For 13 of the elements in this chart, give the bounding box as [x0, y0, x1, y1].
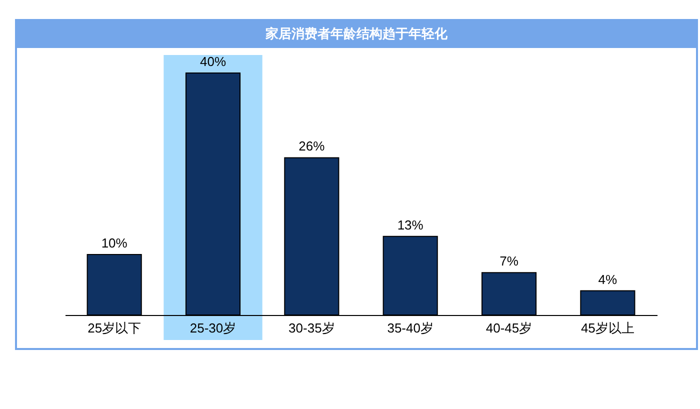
data-label: 13%	[397, 217, 424, 232]
data-label: 10%	[101, 236, 128, 250]
x-tick-label: 45岁以上	[580, 320, 634, 336]
data-label: 4%	[598, 272, 618, 287]
chart-title: 家居消费者年龄结构趋于年轻化	[264, 26, 448, 41]
x-tick-label: 25岁以下	[88, 320, 142, 336]
x-tick-label: 25-30岁	[190, 320, 236, 336]
x-tick-label: 30-35岁	[288, 320, 335, 336]
data-label: 26%	[298, 138, 326, 154]
x-tick-label: 40-45岁	[486, 320, 532, 336]
data-label: 40%	[200, 54, 226, 69]
data-label: 7%	[500, 254, 519, 269]
x-tick-label: 35-40岁	[387, 320, 434, 336]
